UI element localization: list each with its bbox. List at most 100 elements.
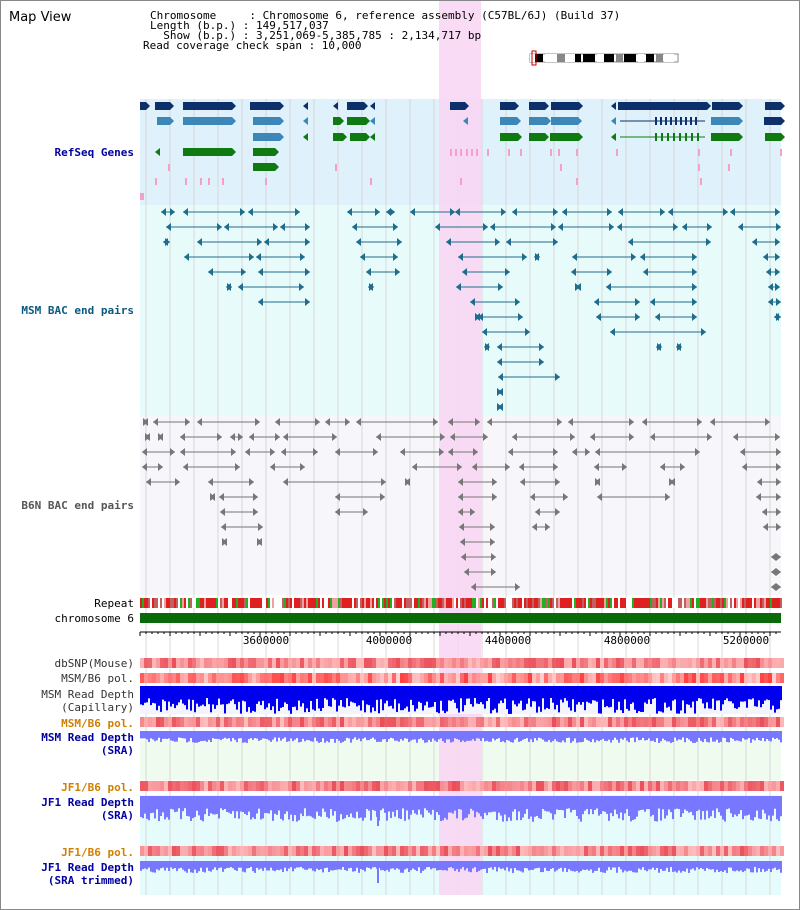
jf1-depth-sra-bar — [494, 796, 496, 812]
msm-depth-cap-bar — [490, 686, 492, 714]
msm-depth-sra-bar — [484, 731, 486, 742]
bac-end — [756, 493, 761, 501]
jf1-b6-pol-cell — [580, 846, 584, 856]
jf1-depth-sra-bar — [470, 796, 472, 809]
bac-end — [629, 418, 634, 426]
repeat-cell — [360, 598, 362, 608]
bac-end — [682, 223, 687, 231]
jf1-depth-sra-bar — [398, 796, 400, 819]
jf1-depth-trim-bar — [420, 861, 422, 873]
msm-depth-sra-bar — [178, 731, 180, 738]
msm-b6-pol-cell — [608, 673, 612, 683]
jf1-depth-trim-bar — [374, 861, 376, 868]
jf1-depth-trim-bar — [388, 861, 390, 872]
msm-depth-sra-bar — [250, 731, 252, 739]
repeat-cell — [490, 598, 492, 608]
msm-depth-sra-bar — [182, 731, 184, 739]
jf1-b6-pol-cell — [200, 846, 204, 856]
bac-end — [563, 493, 568, 501]
repeat-cell — [212, 598, 214, 608]
msm-depth-cap-bar — [156, 686, 158, 711]
msm-depth-cap-bar — [158, 686, 160, 706]
msm-depth-cap-bar — [752, 686, 754, 699]
repeat-cell — [616, 598, 618, 608]
track-label-dbsnp: dbSNP(Mouse) — [54, 657, 134, 670]
msm-b6-pol-cell — [548, 717, 552, 727]
jf1-b6-pol-cell — [576, 781, 580, 791]
jf1-b6-pol-cell — [196, 846, 200, 856]
msm-depth-sra-bar — [292, 731, 294, 742]
repeat-cell — [406, 598, 408, 608]
msm-b6-pol-cell — [652, 717, 656, 727]
gene-arrow — [232, 148, 236, 156]
jf1-depth-trim-bar — [440, 861, 442, 870]
jf1-depth-sra-bar — [640, 796, 642, 810]
jf1-depth-trim-bar — [686, 861, 688, 869]
dbsnp-cell — [700, 658, 704, 668]
gene-feature — [157, 117, 170, 125]
msm-b6-pol-cell — [288, 673, 292, 683]
bac-end — [491, 568, 496, 576]
jf1-b6-pol-cell — [296, 846, 300, 856]
msm-depth-sra-bar — [148, 731, 150, 742]
msm-depth-sra-bar — [176, 731, 178, 742]
jf1-b6-pol-cell — [368, 846, 372, 856]
jf1-depth-sra-bar — [396, 796, 398, 811]
jf1-depth-sra-bar — [170, 796, 172, 809]
repeat-cell — [168, 598, 170, 608]
msm-b6-pol-cell — [244, 717, 248, 727]
msm-depth-cap-bar — [418, 686, 420, 702]
bac-end — [497, 343, 502, 351]
msm-depth-sra-bar — [538, 731, 540, 738]
bac-end — [657, 343, 662, 351]
msm-depth-sra-bar — [278, 731, 280, 738]
msm-b6-pol-cell — [704, 673, 708, 683]
track-label-b6n-bac[interactable]: B6N BAC end pairs — [21, 499, 134, 512]
jf1-b6-pol-cell — [180, 846, 184, 856]
jf1-b6-pol-cell — [708, 846, 712, 856]
msm-b6-pol-cell — [388, 717, 392, 727]
track-label-refseq[interactable]: RefSeq Genes — [54, 146, 134, 159]
repeat-cell — [270, 598, 272, 608]
msm-b6-pol-cell — [260, 717, 264, 727]
dbsnp-cell — [768, 658, 772, 668]
msm-depth-sra-bar — [556, 731, 558, 742]
msm-b6-pol-cell — [552, 673, 556, 683]
msm-b6-pol-cell — [376, 717, 380, 727]
jf1-depth-trim-bar — [524, 861, 526, 868]
msm-b6-pol-cell — [388, 673, 392, 683]
jf1-depth-sra-bar — [710, 796, 712, 817]
msm-depth-sra-bar — [670, 731, 672, 743]
jf1-b6-pol-cell — [728, 781, 732, 791]
jf1-depth-sra-bar — [574, 796, 576, 810]
track-label-msm-bac[interactable]: MSM BAC end pairs — [21, 304, 134, 317]
ideogram-band — [638, 54, 644, 62]
jf1-depth-sra-bar — [660, 796, 662, 821]
jf1-b6-pol-cell — [680, 846, 684, 856]
dbsnp-cell — [168, 658, 172, 668]
jf1-depth-trim-bar — [658, 861, 660, 873]
jf1-depth-sra-bar — [324, 796, 326, 812]
repeat-cell — [574, 598, 576, 608]
jf1-depth-sra-bar — [250, 796, 252, 820]
jf1-depth-sra-bar — [752, 796, 754, 821]
repeat-cell — [344, 598, 346, 608]
jf1-depth-trim-bar — [446, 861, 448, 871]
jf1-depth-sra-bar — [334, 796, 336, 812]
repeat-cell — [346, 598, 348, 608]
jf1-b6-pol-cell — [268, 846, 272, 856]
msm-depth-sra-bar — [600, 731, 602, 741]
msm-b6-pol-cell — [500, 717, 504, 727]
msm-depth-cap-bar — [594, 686, 596, 701]
msm-b6-pol-cell — [700, 673, 704, 683]
msm-depth-cap-bar — [436, 686, 438, 713]
msm-depth-sra-bar — [548, 731, 550, 741]
msm-depth-cap-bar — [422, 686, 424, 711]
msm-depth-sra-bar — [596, 731, 598, 741]
msm-depth-cap-bar — [300, 686, 302, 707]
dbsnp-cell — [212, 658, 216, 668]
msm-depth-sra-bar — [218, 731, 220, 740]
msm-b6-pol-cell — [544, 717, 548, 727]
dbsnp-cell — [424, 658, 428, 668]
